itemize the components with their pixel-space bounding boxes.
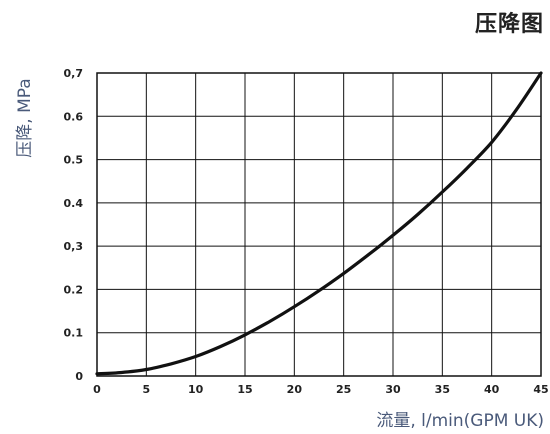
x-axis-title: 流量, l/min(GPM UK): [376, 411, 544, 431]
x-tick-label: 40: [484, 383, 500, 396]
y-tick-label: 0.1: [64, 327, 84, 340]
x-tick-label: 25: [336, 383, 351, 396]
x-axis-tick-labels: 0 5 10 15 20 25 30 35 40 45: [93, 383, 548, 396]
y-tick-label: 0,7: [64, 67, 84, 80]
y-tick-label: 0.2: [64, 283, 84, 296]
x-tick-label: 30: [385, 383, 401, 396]
y-tick-label: 0: [75, 370, 83, 383]
grid-layer: [96, 72, 542, 377]
x-tick-label: 35: [435, 383, 450, 396]
x-tick-label: 15: [237, 383, 252, 396]
pressure-drop-curve: [95, 71, 543, 376]
x-tick-label: 0: [93, 383, 101, 396]
y-tick-label: 0,3: [64, 240, 84, 253]
y-axis-tick-labels: 0 0.1 0.2 0,3 0.4 0.5 0.6 0,7: [64, 67, 84, 383]
y-tick-label: 0.5: [64, 154, 84, 167]
y-tick-label: 0.6: [64, 110, 84, 123]
x-tick-label: 20: [287, 383, 303, 396]
x-tick-label: 45: [533, 383, 548, 396]
curve-layer: [95, 71, 543, 376]
x-tick-label: 10: [188, 383, 204, 396]
plot-frame: [96, 72, 542, 377]
x-tick-label: 5: [143, 383, 151, 396]
y-tick-label: 0.4: [64, 197, 84, 210]
frame-layer: [96, 72, 542, 377]
y-axis-title: 压降, MPa: [15, 78, 35, 157]
chart-title: 压降图: [474, 12, 544, 37]
